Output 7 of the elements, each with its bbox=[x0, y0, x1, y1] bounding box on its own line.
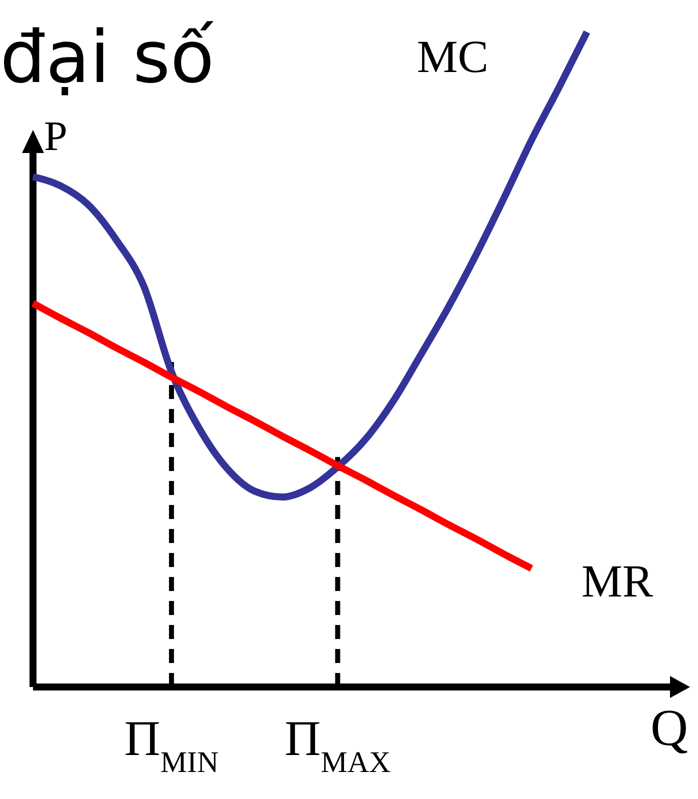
x-tick-label: Π$_{MIN}$ bbox=[124, 710, 219, 778]
y-axis-title: P bbox=[44, 114, 68, 160]
chart-title: đại số bbox=[0, 15, 214, 99]
series-label: MR bbox=[582, 555, 654, 606]
x-tick-label: Π$_{MAX}$ bbox=[284, 710, 392, 778]
x-axis-title: Q bbox=[650, 700, 688, 757]
series-label: MC bbox=[416, 31, 489, 82]
